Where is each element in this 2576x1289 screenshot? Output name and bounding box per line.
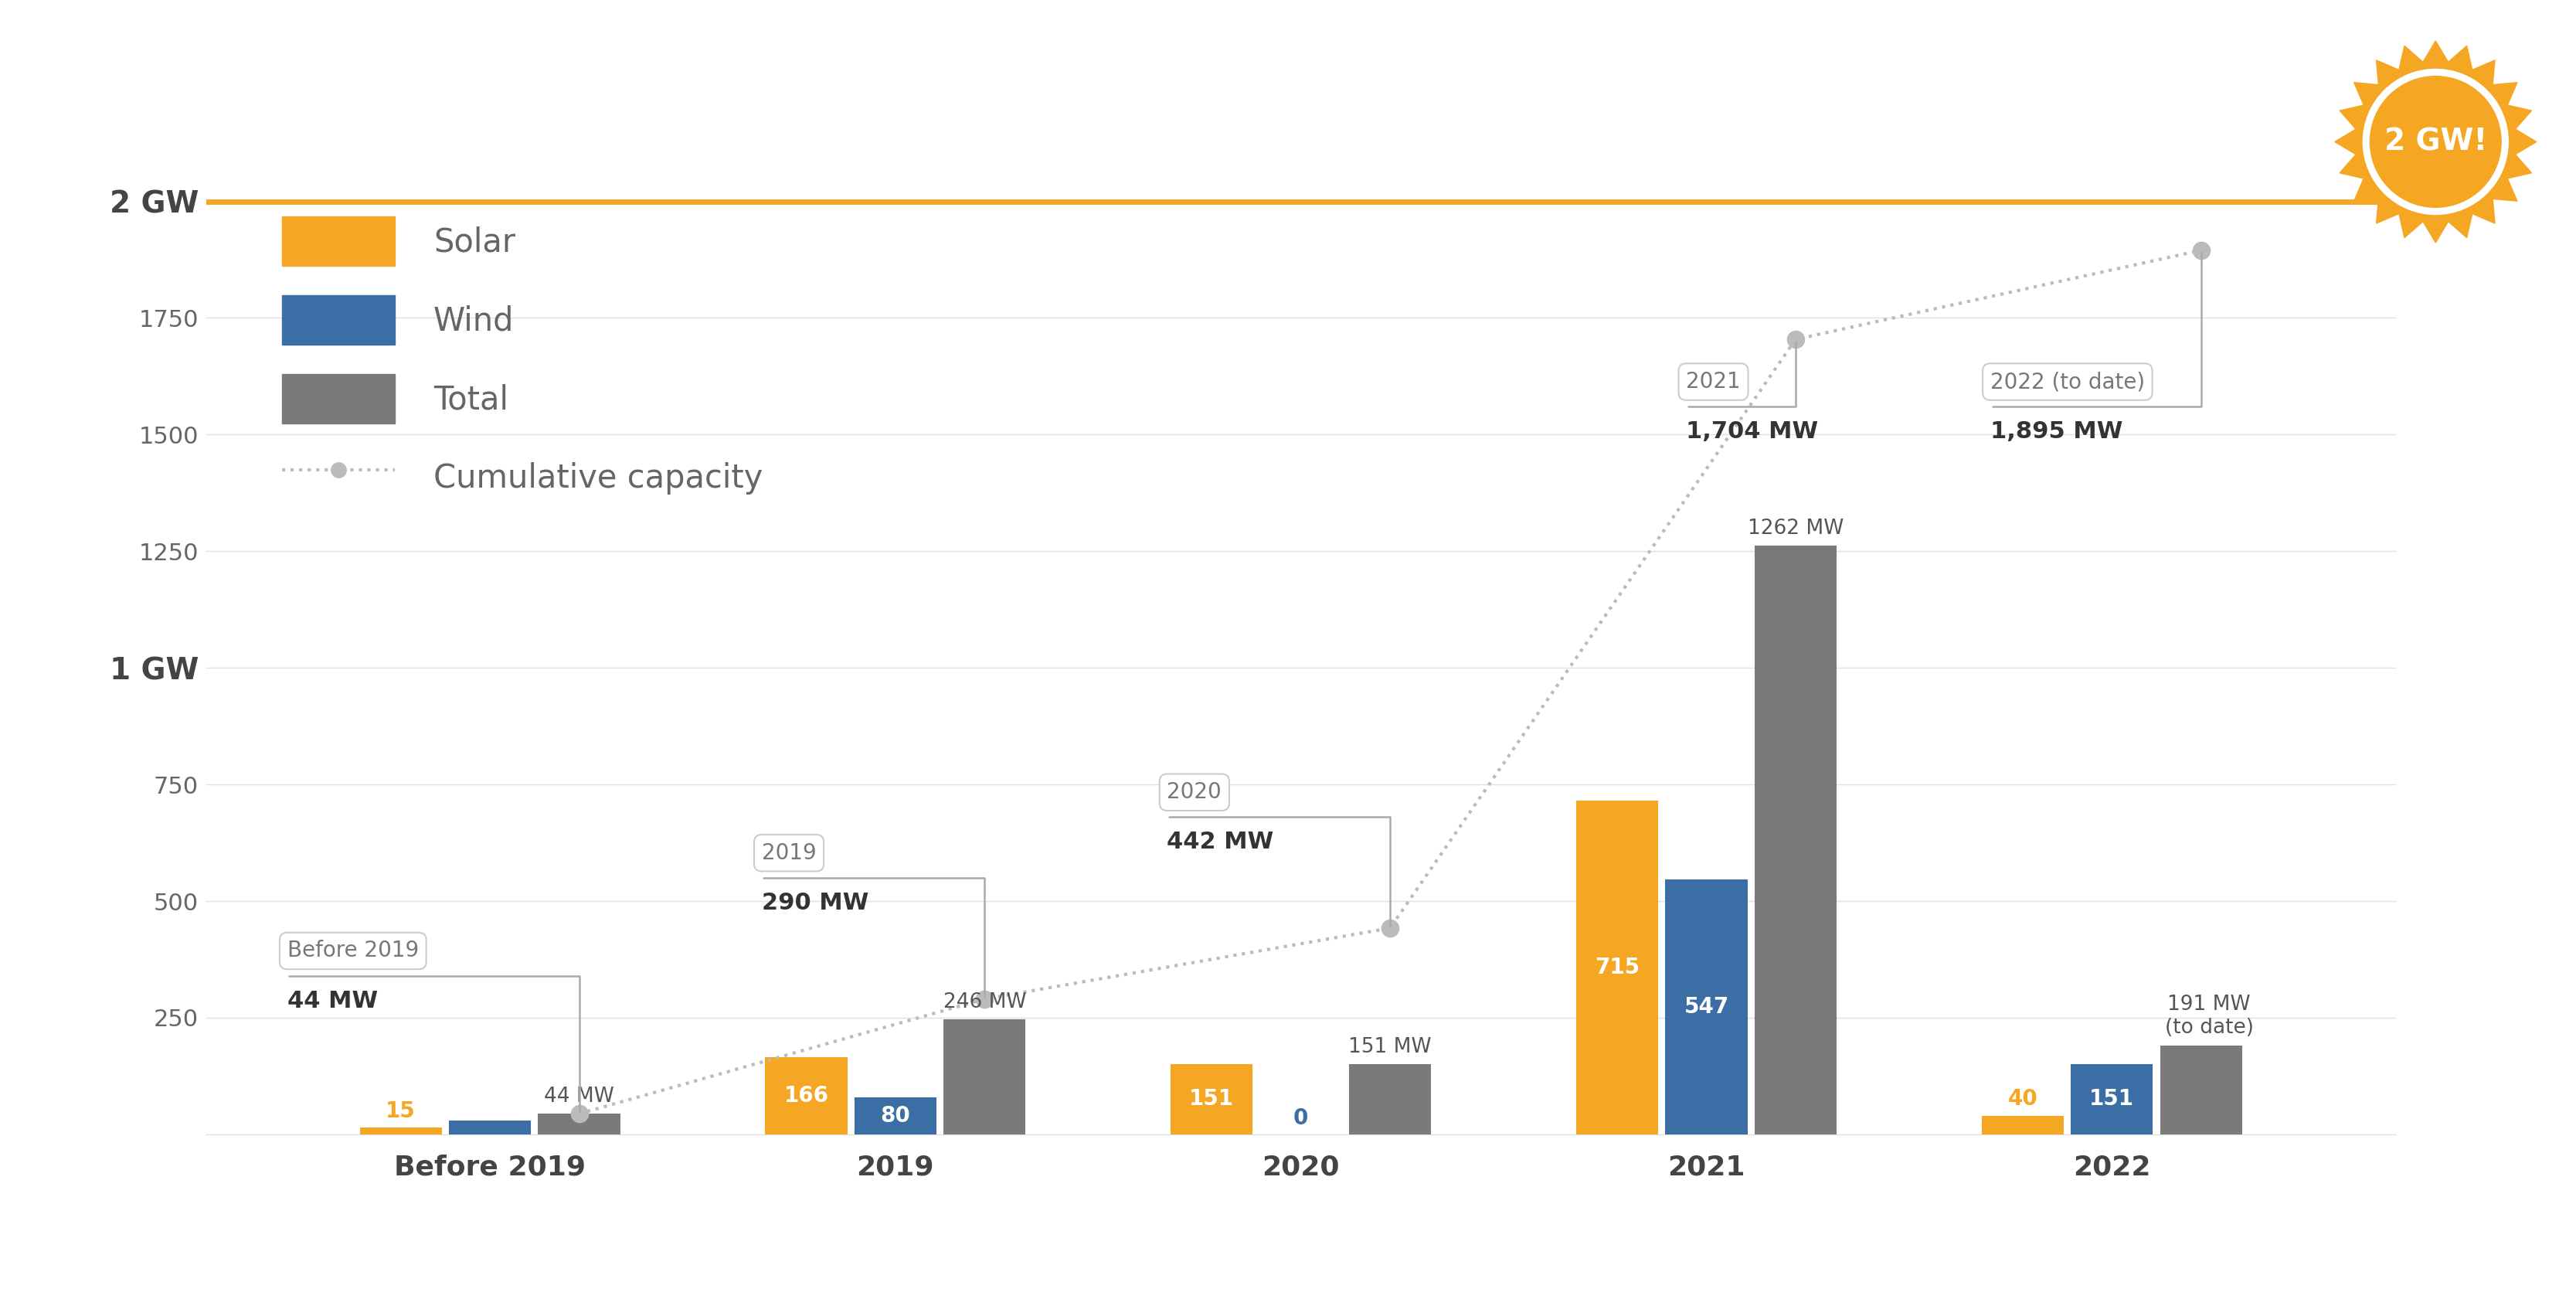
- Text: 2019: 2019: [762, 842, 817, 864]
- Text: 151: 151: [2089, 1088, 2136, 1110]
- Text: 191 MW
(to date): 191 MW (to date): [2164, 995, 2254, 1038]
- Bar: [1170, 1063, 1252, 1134]
- Polygon shape: [2334, 41, 2537, 242]
- Text: 166: 166: [783, 1085, 829, 1106]
- Legend: Solar, Wind, Total, Cumulative capacity: Solar, Wind, Total, Cumulative capacity: [265, 200, 778, 518]
- Bar: [448, 1121, 531, 1134]
- Bar: [361, 1128, 440, 1134]
- Text: 15: 15: [386, 1100, 415, 1121]
- Bar: [538, 1114, 621, 1134]
- Text: 547: 547: [1685, 996, 1728, 1017]
- Text: 290 MW: 290 MW: [762, 892, 868, 914]
- Circle shape: [2370, 76, 2501, 208]
- Text: 151: 151: [1190, 1088, 1234, 1110]
- Bar: [855, 1097, 938, 1134]
- Bar: [2161, 1045, 2241, 1134]
- Bar: [1754, 545, 1837, 1134]
- Bar: [943, 1020, 1025, 1134]
- Circle shape: [2362, 70, 2509, 214]
- Bar: [2071, 1063, 2154, 1134]
- Text: 151 MW: 151 MW: [1347, 1036, 1432, 1057]
- Text: 40: 40: [2007, 1088, 2038, 1110]
- Text: 1,895 MW: 1,895 MW: [1991, 420, 2123, 443]
- Text: 2021: 2021: [1687, 371, 1741, 393]
- Text: 2020: 2020: [1167, 781, 1221, 803]
- Text: 246 MW: 246 MW: [943, 993, 1025, 1013]
- Text: 29: 29: [474, 1093, 505, 1115]
- Bar: [1577, 800, 1659, 1134]
- Text: 44 MW: 44 MW: [544, 1087, 613, 1107]
- Text: 2022 (to date): 2022 (to date): [1991, 371, 2146, 393]
- Text: 715: 715: [1595, 956, 1638, 978]
- Text: 80: 80: [881, 1105, 909, 1127]
- Text: Before 2019: Before 2019: [286, 940, 420, 962]
- Text: 2 GW!: 2 GW!: [2385, 128, 2486, 156]
- Bar: [765, 1057, 848, 1134]
- Text: 44 MW: 44 MW: [286, 990, 379, 1012]
- Bar: [1350, 1063, 1432, 1134]
- Text: 1,704 MW: 1,704 MW: [1687, 420, 1819, 443]
- Text: 0: 0: [1293, 1107, 1309, 1129]
- Text: 442 MW: 442 MW: [1167, 831, 1275, 853]
- Text: 1262 MW: 1262 MW: [1747, 518, 1844, 539]
- Bar: [1981, 1116, 2063, 1134]
- Bar: [1664, 879, 1747, 1134]
